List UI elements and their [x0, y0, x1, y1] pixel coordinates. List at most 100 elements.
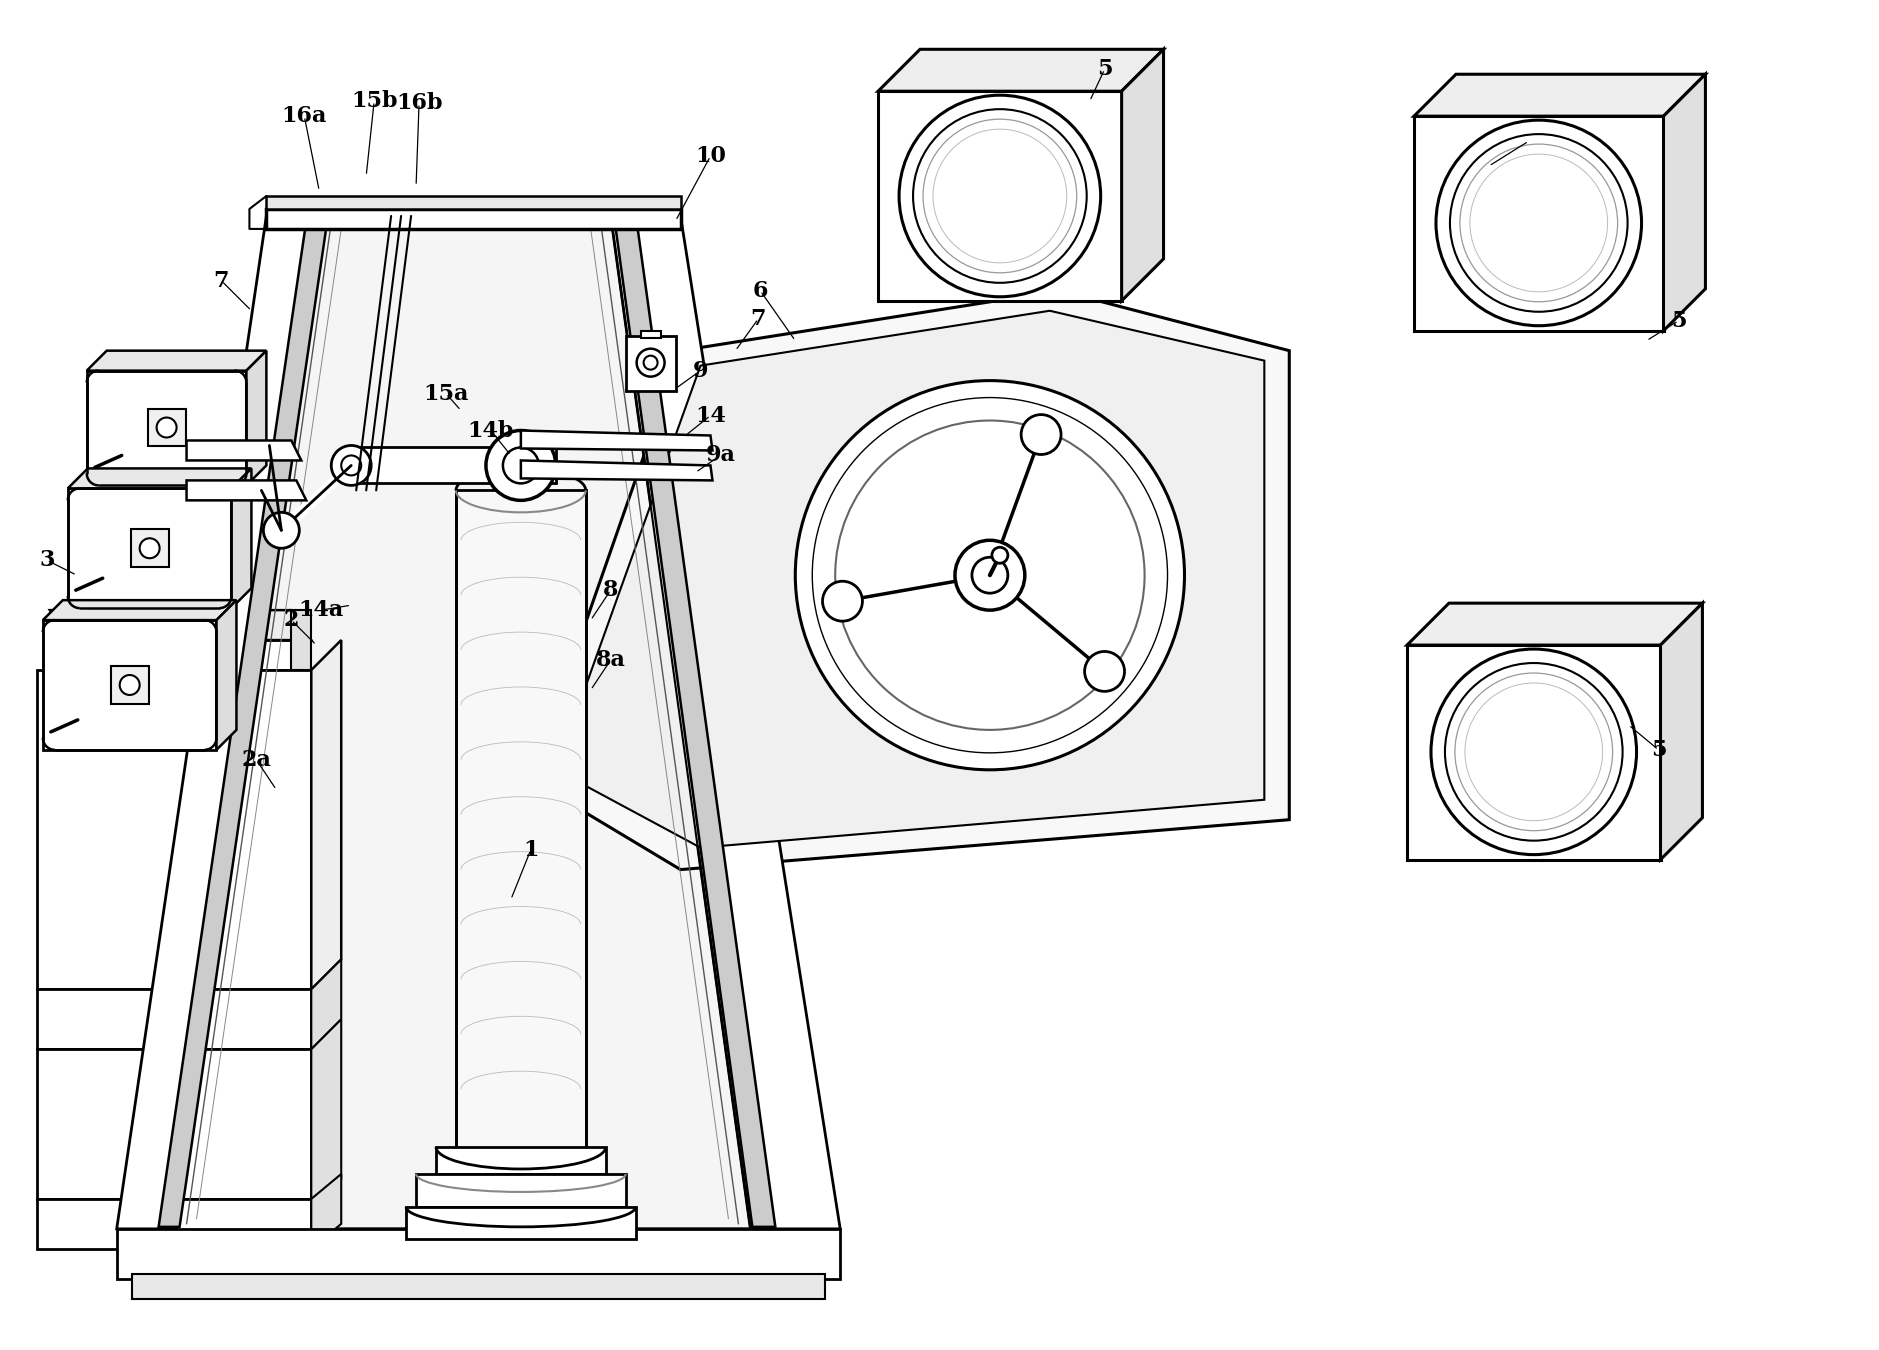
- Polygon shape: [1150, 431, 1174, 510]
- Text: 5: 5: [1097, 58, 1112, 80]
- Polygon shape: [415, 1174, 626, 1207]
- Text: 3: 3: [39, 549, 54, 571]
- Text: 16b: 16b: [396, 92, 442, 115]
- Text: 14b: 14b: [468, 420, 515, 441]
- Polygon shape: [231, 468, 252, 608]
- Circle shape: [1445, 663, 1623, 841]
- Polygon shape: [186, 481, 306, 501]
- Polygon shape: [520, 431, 712, 451]
- Circle shape: [120, 675, 139, 695]
- Text: 14: 14: [695, 405, 725, 427]
- Polygon shape: [38, 1049, 312, 1199]
- Polygon shape: [132, 529, 169, 567]
- Polygon shape: [148, 409, 186, 447]
- Polygon shape: [821, 510, 900, 819]
- Polygon shape: [132, 1274, 825, 1299]
- Circle shape: [331, 446, 372, 486]
- Circle shape: [955, 540, 1024, 610]
- Circle shape: [1436, 120, 1642, 325]
- Text: 10: 10: [695, 144, 725, 167]
- Polygon shape: [351, 447, 556, 483]
- Text: 8: 8: [603, 579, 618, 601]
- Text: 15b: 15b: [351, 90, 398, 112]
- Text: 2: 2: [284, 609, 299, 630]
- Circle shape: [1466, 683, 1603, 821]
- Circle shape: [795, 381, 1184, 770]
- Polygon shape: [626, 336, 676, 390]
- Circle shape: [913, 109, 1086, 282]
- Polygon shape: [246, 351, 267, 486]
- Polygon shape: [1122, 50, 1163, 301]
- Polygon shape: [186, 440, 301, 460]
- Circle shape: [139, 539, 160, 559]
- Polygon shape: [1407, 645, 1661, 860]
- Polygon shape: [86, 371, 246, 486]
- Circle shape: [1454, 674, 1612, 830]
- Polygon shape: [877, 50, 1163, 92]
- Polygon shape: [43, 620, 216, 749]
- Polygon shape: [556, 310, 1265, 848]
- Circle shape: [823, 582, 862, 621]
- Text: 9: 9: [693, 359, 708, 382]
- Polygon shape: [68, 489, 231, 608]
- Circle shape: [1451, 134, 1627, 312]
- Circle shape: [934, 130, 1067, 263]
- Polygon shape: [532, 290, 1289, 869]
- Circle shape: [644, 355, 658, 370]
- Circle shape: [898, 96, 1101, 297]
- Text: 8a: 8a: [596, 649, 626, 671]
- Text: 16a: 16a: [282, 105, 327, 127]
- Text: 9a: 9a: [705, 444, 735, 467]
- Polygon shape: [1407, 603, 1702, 645]
- Polygon shape: [38, 1199, 312, 1249]
- Circle shape: [263, 513, 299, 548]
- Polygon shape: [641, 331, 661, 338]
- Polygon shape: [152, 216, 791, 1228]
- Polygon shape: [520, 460, 712, 481]
- Polygon shape: [86, 351, 267, 371]
- Polygon shape: [680, 431, 1174, 460]
- Polygon shape: [51, 610, 312, 640]
- Text: 5: 5: [1652, 738, 1667, 761]
- Polygon shape: [158, 221, 327, 1227]
- Text: 14a: 14a: [299, 599, 344, 621]
- Polygon shape: [614, 221, 776, 1227]
- Polygon shape: [38, 670, 312, 990]
- Text: 2a: 2a: [242, 749, 271, 771]
- Circle shape: [487, 431, 556, 501]
- Polygon shape: [312, 960, 342, 1049]
- Polygon shape: [457, 490, 586, 1149]
- Circle shape: [1460, 144, 1618, 302]
- Polygon shape: [116, 216, 321, 1228]
- Text: 7: 7: [214, 270, 229, 292]
- Polygon shape: [436, 1148, 605, 1174]
- Polygon shape: [1663, 74, 1706, 331]
- Polygon shape: [116, 1228, 840, 1278]
- Polygon shape: [291, 610, 312, 670]
- Polygon shape: [680, 460, 1150, 510]
- Polygon shape: [1415, 116, 1663, 331]
- Text: 1: 1: [522, 838, 539, 861]
- Circle shape: [923, 119, 1077, 273]
- Circle shape: [156, 417, 177, 437]
- Circle shape: [971, 558, 1007, 593]
- Text: 7: 7: [750, 308, 767, 329]
- Polygon shape: [267, 209, 680, 230]
- Circle shape: [1020, 414, 1062, 455]
- Text: 4: 4: [1522, 130, 1537, 153]
- Polygon shape: [68, 468, 252, 489]
- Polygon shape: [611, 216, 840, 1228]
- Text: 15a: 15a: [423, 382, 468, 405]
- Circle shape: [637, 348, 665, 377]
- Polygon shape: [43, 601, 237, 620]
- Polygon shape: [406, 1207, 635, 1239]
- Text: 5: 5: [1670, 309, 1685, 332]
- Circle shape: [504, 447, 539, 483]
- Polygon shape: [38, 990, 312, 1049]
- Circle shape: [1469, 154, 1608, 292]
- Polygon shape: [900, 481, 930, 819]
- Circle shape: [992, 547, 1007, 563]
- Polygon shape: [111, 666, 148, 703]
- Polygon shape: [877, 92, 1122, 301]
- Polygon shape: [267, 196, 680, 209]
